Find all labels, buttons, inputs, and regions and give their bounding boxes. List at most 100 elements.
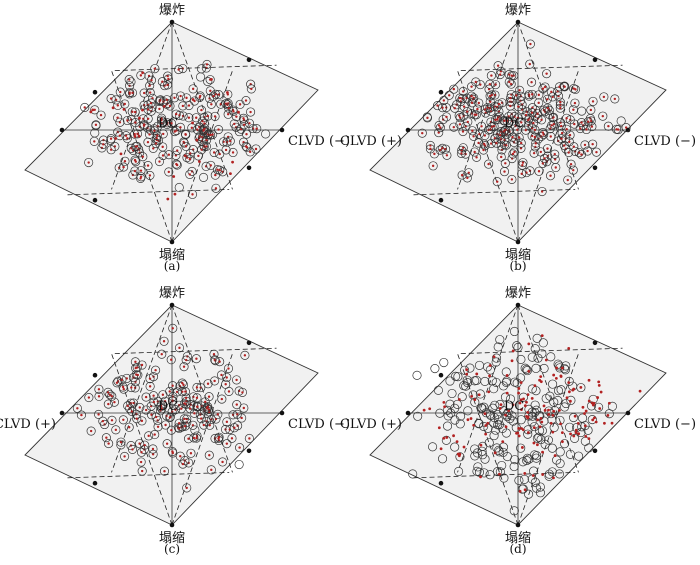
data-point-red-dot xyxy=(560,366,564,370)
data-point-center-dot xyxy=(203,122,206,125)
data-point-circled xyxy=(104,439,114,449)
data-point-circled xyxy=(483,103,493,113)
data-point-circled xyxy=(159,336,169,346)
data-point-center-dot xyxy=(176,149,179,152)
data-point-open xyxy=(522,364,532,375)
data-point-red-dot xyxy=(551,430,555,434)
data-point-center-dot xyxy=(206,405,209,408)
data-point-circled xyxy=(525,59,535,69)
data-point-circled xyxy=(514,132,524,143)
data-point-center-dot xyxy=(225,376,228,379)
data-point-center-dot xyxy=(583,143,587,147)
data-point-circled xyxy=(529,148,539,158)
data-point-red-dot xyxy=(469,417,473,420)
data-point-center-dot xyxy=(232,110,235,113)
data-point-center-dot xyxy=(255,127,258,130)
data-point-red-dot xyxy=(137,134,141,138)
data-point-center-dot xyxy=(109,137,113,140)
data-point-circled xyxy=(546,87,556,97)
data-point-center-dot xyxy=(431,164,435,168)
data-point-open xyxy=(586,401,597,411)
data-point-circled xyxy=(223,363,234,374)
data-point-open xyxy=(494,420,504,430)
label-implosion: 塌缩 xyxy=(159,530,185,546)
data-point-circled xyxy=(179,414,189,424)
data-point-center-dot xyxy=(202,128,205,132)
data-point-circled xyxy=(534,166,544,176)
data-point-center-dot xyxy=(568,133,572,137)
data-point-center-dot xyxy=(563,85,566,88)
data-point-open xyxy=(470,451,480,461)
data-point-circled xyxy=(94,409,104,420)
data-point-center-dot xyxy=(126,404,129,408)
data-point-center-dot xyxy=(160,118,163,122)
data-point-circled xyxy=(566,159,576,169)
data-point-open xyxy=(531,453,541,463)
data-point-center-dot xyxy=(146,164,150,167)
data-point-center-dot xyxy=(445,115,448,119)
data-point-open xyxy=(532,333,542,343)
data-point-red-dot xyxy=(599,390,603,394)
data-point-circled xyxy=(211,414,221,424)
data-point-center-dot xyxy=(177,68,180,71)
data-point-center-dot xyxy=(171,399,174,402)
data-point-center-dot xyxy=(173,96,176,99)
data-point-circled xyxy=(171,159,181,169)
data-point-open xyxy=(442,421,453,431)
data-point-red-dot xyxy=(521,428,525,432)
data-point-center-dot xyxy=(133,158,137,162)
data-point-circled xyxy=(158,129,168,139)
data-point-circled xyxy=(148,143,158,153)
data-point-red-dot xyxy=(596,396,600,399)
data-point-circled xyxy=(136,173,146,183)
data-point-open xyxy=(518,392,529,402)
data-point-circled xyxy=(521,168,531,178)
data-point-circled xyxy=(172,160,182,170)
panel-label: (c) xyxy=(164,542,180,556)
data-point-red-dot xyxy=(594,420,598,424)
data-point-red-dot xyxy=(119,152,123,156)
data-point-circled xyxy=(143,123,153,133)
data-point-center-dot xyxy=(101,419,105,423)
data-point-circled xyxy=(130,377,141,387)
reference-tick-dot xyxy=(592,57,598,63)
data-point-red-dot xyxy=(540,334,544,338)
data-point-center-dot xyxy=(200,417,203,420)
data-point-center-dot xyxy=(470,101,474,105)
data-point-red-dot xyxy=(439,447,443,451)
data-point-center-dot xyxy=(624,126,628,129)
data-point-center-dot xyxy=(494,118,497,122)
data-point-open xyxy=(574,451,584,461)
data-point-open xyxy=(485,470,495,480)
data-point-circled xyxy=(152,131,162,141)
data-point-center-dot xyxy=(205,145,208,148)
data-point-red-dot xyxy=(226,91,229,94)
data-point-center-dot xyxy=(83,106,86,109)
data-point-circled xyxy=(222,137,232,147)
data-point-red-dot xyxy=(583,424,587,428)
data-point-open xyxy=(512,341,522,351)
data-point-circled xyxy=(98,139,108,149)
data-point-circled xyxy=(229,423,239,433)
data-point-center-dot xyxy=(184,390,187,393)
data-point-center-dot xyxy=(190,170,194,173)
data-point-circled xyxy=(94,384,104,394)
data-point-center-dot xyxy=(131,91,134,95)
data-point-open xyxy=(532,451,542,461)
data-point-center-dot xyxy=(577,151,581,154)
data-point-center-dot xyxy=(209,133,212,137)
data-point-circled xyxy=(167,447,177,457)
data-point-red-dot xyxy=(610,421,614,425)
data-point-circled xyxy=(223,109,233,119)
data-point-red-dot xyxy=(574,428,578,432)
data-point-center-dot xyxy=(181,104,185,108)
data-point-circled xyxy=(146,98,156,108)
data-point-circled xyxy=(472,152,482,162)
data-point-center-dot xyxy=(140,451,143,454)
data-point-red-dot xyxy=(573,414,577,418)
data-point-center-dot xyxy=(486,106,489,109)
data-point-center-dot xyxy=(524,113,528,117)
data-point-open xyxy=(560,439,570,449)
data-point-open xyxy=(531,405,542,415)
